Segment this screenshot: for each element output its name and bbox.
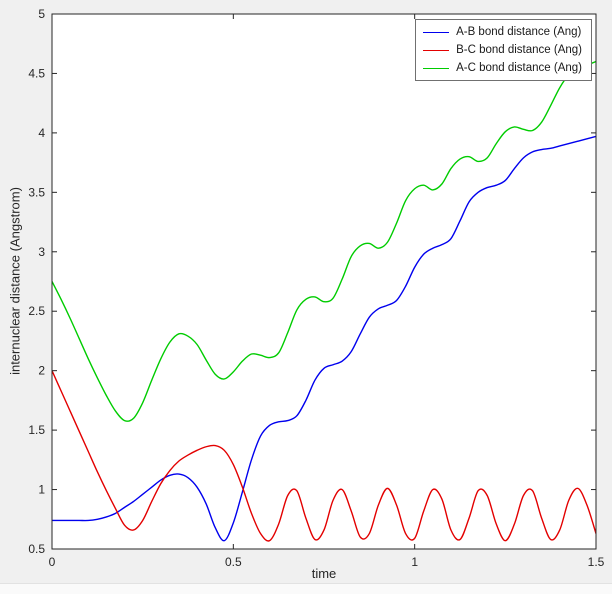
legend-entry-ab: A-B bond distance (Ang) (423, 25, 582, 39)
y-tick-label: 4.5 (28, 66, 45, 80)
x-tick-label: 0.5 (225, 555, 242, 569)
y-tick-label: 0.5 (28, 542, 45, 556)
series-line-ac (52, 60, 596, 422)
legend-label-bc: B-C bond distance (Ang) (456, 44, 582, 56)
legend-label-ac: A-C bond distance (Ang) (456, 62, 582, 74)
legend-entry-bc: B-C bond distance (Ang) (423, 43, 582, 57)
y-tick-label: 3.5 (28, 185, 45, 199)
series-line-ab (52, 135, 596, 542)
legend-line-sample-bc (423, 49, 450, 51)
axes-box (51, 13, 597, 550)
y-axis-label: internuclear distance (Angstrom) (7, 187, 23, 375)
plot-background (52, 14, 596, 549)
y-tick-label: 2 (38, 364, 45, 378)
x-axis-label: time (311, 566, 337, 581)
legend: A-B bond distance (Ang) B-C bond distanc… (415, 19, 592, 81)
legend-label-ab: A-B bond distance (Ang) (456, 26, 582, 38)
y-tick-label: 1.5 (28, 423, 45, 437)
x-tick-label: 0 (49, 555, 56, 569)
y-tick-label: 1 (38, 483, 45, 497)
y-tick-label: 4 (38, 126, 45, 140)
legend-entry-ac: A-C bond distance (Ang) (423, 61, 582, 75)
y-tick-label: 3 (38, 245, 45, 259)
series-line-bc (52, 369, 596, 542)
legend-line-sample-ac (423, 67, 450, 69)
x-tick-label: 1 (411, 555, 418, 569)
y-tick-label: 5 (38, 7, 45, 21)
y-tick-label: 2.5 (28, 304, 45, 318)
x-tick-label: 1.5 (588, 555, 605, 569)
legend-line-sample-ab (423, 31, 450, 33)
window-status-bar (0, 583, 612, 594)
